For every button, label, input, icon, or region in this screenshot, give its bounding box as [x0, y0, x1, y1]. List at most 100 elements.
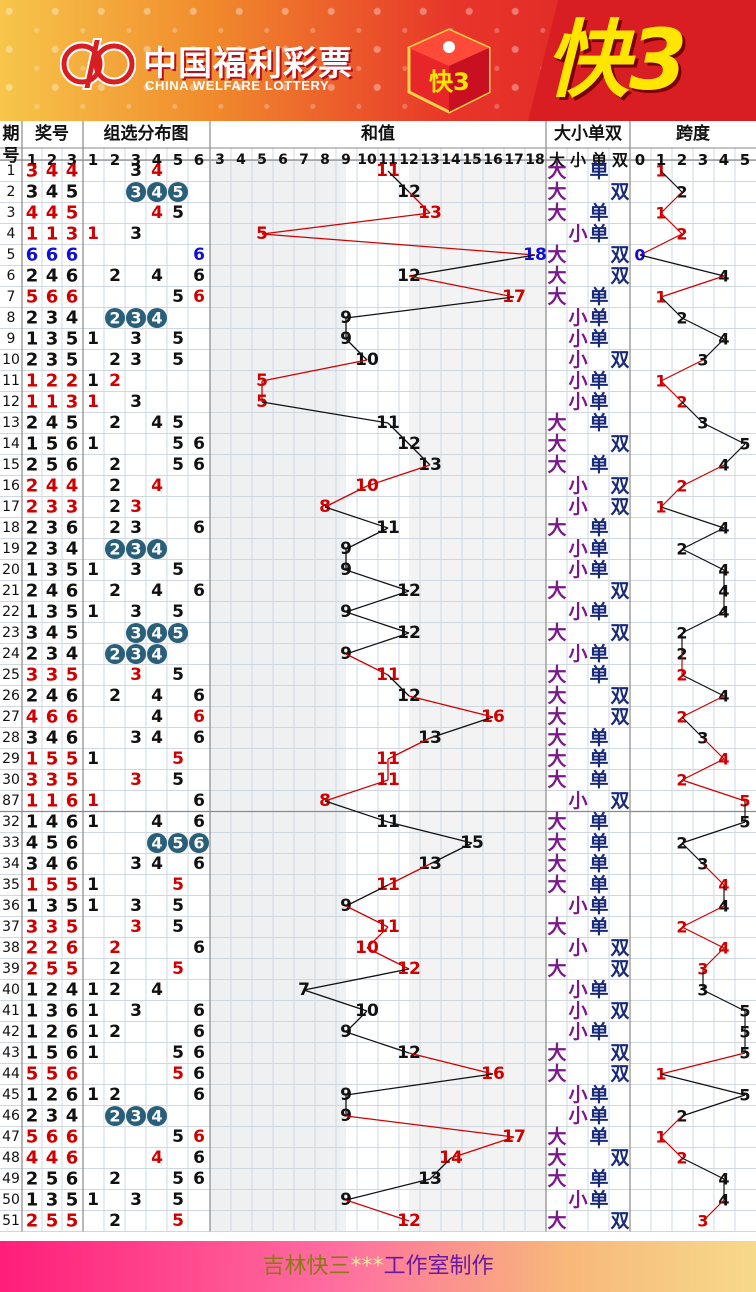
- prize-digit: 6: [66, 1127, 79, 1148]
- prize-digit: 1: [26, 896, 39, 917]
- big-marker: 大: [547, 411, 566, 434]
- big-marker: 大: [547, 159, 566, 182]
- group-digit: 6: [193, 791, 205, 811]
- group-digit: 5: [172, 875, 184, 895]
- group-digit: 5: [172, 749, 184, 769]
- prize-digit: 4: [66, 1106, 79, 1127]
- header-bso-sub: 小: [570, 151, 586, 170]
- prize-digit: 5: [66, 749, 79, 770]
- sum-trend-line: [387, 674, 410, 697]
- consecutive-ball-digit: 3: [130, 309, 141, 328]
- prize-digit: 5: [66, 896, 79, 917]
- prize-digit: 2: [26, 959, 39, 980]
- even-marker: 双: [610, 685, 629, 707]
- even-marker: 双: [610, 1063, 629, 1085]
- sum-value: 10: [355, 350, 379, 370]
- prize-digit: 6: [66, 434, 79, 455]
- prize-digit: 6: [66, 518, 79, 539]
- period-number: 27: [2, 709, 20, 725]
- prize-digit: 6: [66, 1085, 79, 1106]
- group-digit: 1: [87, 392, 99, 412]
- big-marker: 大: [547, 453, 566, 476]
- header-prize-digit: 2: [47, 151, 57, 169]
- sum-trend-line: [324, 800, 389, 823]
- sum-trend-line: [345, 905, 389, 928]
- span-trend-line: [702, 1199, 725, 1222]
- prize-digit: 1: [26, 434, 39, 455]
- prize-digit: 3: [46, 917, 59, 938]
- period-number: 46: [2, 1108, 20, 1124]
- sum-trend-line: [387, 422, 410, 445]
- even-marker: 双: [610, 622, 629, 644]
- big-marker: 大: [547, 684, 566, 707]
- period-number: 30: [2, 772, 20, 788]
- span-trend-line: [681, 779, 746, 802]
- period-number: 10: [2, 352, 20, 368]
- group-digit: 6: [193, 938, 205, 958]
- prize-digit: 3: [26, 917, 39, 938]
- big-marker: 大: [547, 516, 566, 539]
- group-digit: 5: [172, 455, 184, 475]
- prize-digit: 4: [46, 203, 59, 224]
- group-digit: 3: [130, 728, 142, 748]
- header-sum-value: 16: [483, 152, 502, 168]
- prize-digit: 1: [26, 791, 39, 812]
- prize-digit: 3: [26, 182, 39, 203]
- consecutive-ball: [147, 1106, 167, 1126]
- group-digit: 2: [109, 371, 121, 391]
- consecutive-ball: [147, 539, 167, 559]
- span-trend-line: [702, 947, 725, 970]
- group-digit: 3: [130, 560, 142, 580]
- group-digit: 4: [151, 854, 163, 874]
- big-marker: 大: [547, 579, 566, 602]
- period-number: 15: [2, 457, 20, 473]
- odd-marker: 单: [589, 1104, 608, 1127]
- header-bso-sub: 单: [591, 151, 607, 170]
- prize-digit: 5: [46, 455, 59, 476]
- span-trend-line: [702, 338, 725, 361]
- group-digit: 6: [193, 812, 205, 832]
- sum-trend-line: [366, 947, 410, 970]
- odd-marker: 单: [589, 1188, 608, 1211]
- odd-marker: 单: [589, 516, 608, 539]
- group-digit: 3: [130, 770, 142, 790]
- group-digit: 6: [193, 245, 205, 265]
- prize-digit: 6: [66, 1001, 79, 1022]
- prize-digit: 6: [46, 287, 59, 308]
- period-number: 49: [2, 1171, 20, 1187]
- sum-trend-line: [303, 968, 410, 991]
- consecutive-ball: [147, 644, 167, 664]
- prize-digit: 2: [46, 938, 59, 959]
- prize-digit: 3: [46, 896, 59, 917]
- sum-trend-line: [261, 401, 389, 424]
- prize-digit: 6: [66, 812, 79, 833]
- prize-digit: 5: [46, 875, 59, 896]
- prize-digit: 3: [46, 518, 59, 539]
- sum-value: 10: [355, 476, 379, 496]
- big-marker: 大: [547, 285, 566, 308]
- header-group-digit: 4: [152, 151, 162, 169]
- sum-trend-line: [345, 884, 389, 907]
- big-marker: 大: [547, 747, 566, 770]
- group-digit: 6: [193, 455, 205, 475]
- even-marker: 双: [610, 958, 629, 980]
- header-sum-value: 12: [399, 152, 418, 168]
- group-digit: 4: [151, 1148, 163, 1168]
- consecutive-ball: [126, 1106, 146, 1126]
- prize-digit: 6: [66, 791, 79, 812]
- group-digit: 5: [172, 959, 184, 979]
- period-number: 2: [7, 184, 16, 200]
- prize-digit: 5: [46, 1169, 59, 1190]
- group-digit: 1: [87, 812, 99, 832]
- prize-digit: 4: [46, 266, 59, 287]
- period-number: 5: [7, 247, 16, 263]
- group-digit: 4: [151, 266, 163, 286]
- prize-digit: 5: [46, 1211, 59, 1232]
- span-trend-line: [702, 422, 746, 445]
- group-digit: 1: [87, 896, 99, 916]
- odd-marker: 单: [589, 978, 608, 1001]
- period-number: 11: [2, 373, 20, 389]
- sum-trend-line: [429, 716, 494, 739]
- big-marker: 大: [547, 1041, 566, 1064]
- period-number: 42: [2, 1024, 20, 1040]
